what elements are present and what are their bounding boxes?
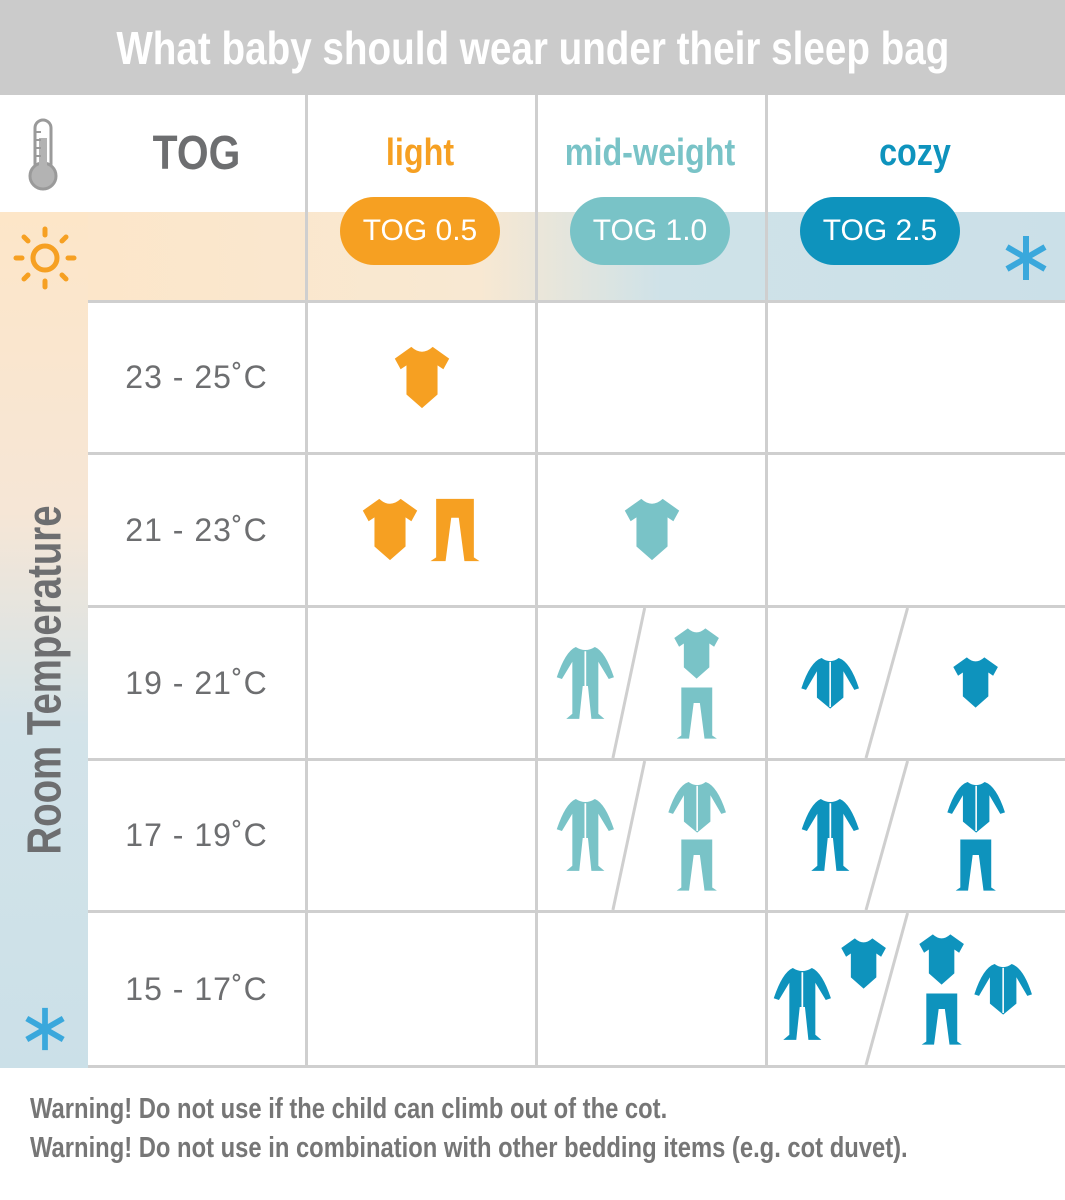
sleepsuit-icon xyxy=(555,796,616,875)
recommendation-cell xyxy=(768,913,1065,1065)
outfit-option xyxy=(538,455,765,605)
grid-line xyxy=(88,300,1065,303)
grid-line xyxy=(88,605,1065,608)
outfit-option xyxy=(887,913,1065,1065)
tog-badge: TOG 2.5 xyxy=(800,197,960,265)
outfit-option xyxy=(887,761,1065,910)
grid-line xyxy=(88,1065,1065,1068)
grid-line xyxy=(88,910,1065,913)
outfit-stack xyxy=(917,932,966,1046)
outfit-option xyxy=(629,608,765,758)
room-temperature-label: Room Temperature xyxy=(18,505,72,855)
outfit-stack xyxy=(672,626,721,740)
sun-icon xyxy=(13,226,77,290)
pants-icon xyxy=(673,838,721,892)
long-sleeve-bodysuit-icon xyxy=(666,779,728,835)
long-sleeve-bodysuit-icon xyxy=(945,779,1007,835)
grid-line xyxy=(765,95,768,1068)
outfit-option xyxy=(629,761,765,910)
recommendation-cell xyxy=(308,608,535,758)
warning-1: Warning! Do not use if the child can cli… xyxy=(30,1093,668,1125)
recommendation-cell xyxy=(538,913,765,1065)
bodysuit-icon xyxy=(917,932,966,988)
bodysuit-icon xyxy=(360,496,420,564)
snowflake-icon xyxy=(1005,236,1047,280)
option-divider xyxy=(864,761,910,910)
warning-2: Warning! Do not use in combination with … xyxy=(30,1132,908,1164)
bodysuit-icon xyxy=(839,936,888,992)
temperature-range: 21 - 23˚C xyxy=(88,455,305,605)
temperature-gradient-band xyxy=(0,212,88,1068)
bodysuit-icon xyxy=(392,344,452,412)
temperature-range: 17 - 19˚C xyxy=(88,761,305,910)
option-divider xyxy=(864,913,910,1065)
temperature-range: 15 - 17˚C xyxy=(88,913,305,1065)
temperature-range: 23 - 25˚C xyxy=(88,303,305,452)
outfit-option xyxy=(887,608,1065,758)
page-title: What baby should wear under their sleep … xyxy=(115,21,950,74)
column-name-3: cozy xyxy=(879,132,951,174)
outfit-option xyxy=(538,608,633,758)
thermometer-icon xyxy=(28,118,58,191)
option-divider xyxy=(611,608,647,758)
column-name-1: light xyxy=(385,132,455,174)
recommendation-cell xyxy=(308,913,535,1065)
recommendation-cell xyxy=(538,608,765,758)
grid-line xyxy=(535,95,538,1068)
pants-icon xyxy=(426,497,484,563)
pants-icon xyxy=(918,992,966,1046)
column-name-2: mid-weight xyxy=(564,132,736,174)
recommendation-cell xyxy=(768,761,1065,910)
sleepsuit-icon xyxy=(800,796,861,875)
recommendation-cell xyxy=(308,455,535,605)
long-sleeve-bodysuit-icon xyxy=(972,961,1034,1017)
option-divider xyxy=(864,608,910,758)
outfit-stack xyxy=(666,779,728,893)
recommendation-cell xyxy=(308,761,535,910)
recommendation-cell xyxy=(538,761,765,910)
tog-header: TOG xyxy=(152,127,241,180)
recommendation-cell xyxy=(538,303,765,452)
grid-line xyxy=(88,758,1065,761)
tog-badge: TOG 1.0 xyxy=(570,197,730,265)
recommendation-cell xyxy=(768,608,1065,758)
snowflake-icon xyxy=(25,1007,65,1051)
bodysuit-icon xyxy=(672,626,721,682)
sleepsuit-icon xyxy=(772,965,833,1044)
outfit-option xyxy=(768,608,893,758)
recommendation-cell xyxy=(768,303,1065,452)
title-bar: What baby should wear under their sleep … xyxy=(0,0,1065,95)
recommendation-cell xyxy=(538,455,765,605)
outfit-stack xyxy=(945,779,1007,893)
outfit-option xyxy=(768,913,893,1065)
grid-line xyxy=(88,452,1065,455)
grid-line xyxy=(305,95,308,1068)
long-sleeve-bodysuit-icon xyxy=(799,655,861,711)
bodysuit-icon xyxy=(622,496,682,564)
outfit-option xyxy=(308,455,535,605)
option-divider xyxy=(611,761,647,910)
outfit-option xyxy=(768,761,893,910)
recommendation-cell xyxy=(308,303,535,452)
outfit-option xyxy=(308,303,535,452)
bodysuit-icon xyxy=(951,655,1000,711)
tog-badge: TOG 0.5 xyxy=(340,197,500,265)
pants-icon xyxy=(673,686,721,740)
temperature-range: 19 - 21˚C xyxy=(88,608,305,758)
outfit-option xyxy=(538,761,633,910)
pants-icon xyxy=(952,838,1000,892)
recommendation-cell xyxy=(768,455,1065,605)
sleepsuit-icon xyxy=(555,644,616,723)
